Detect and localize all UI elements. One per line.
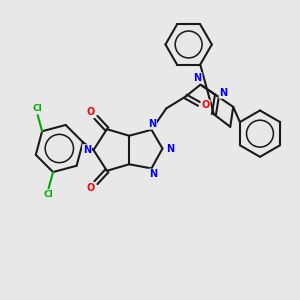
Text: N: N [149, 169, 157, 179]
Text: N: N [194, 73, 202, 83]
Text: Cl: Cl [33, 104, 43, 113]
Text: N: N [166, 143, 174, 154]
Text: N: N [83, 145, 91, 155]
Text: O: O [86, 107, 95, 117]
Text: O: O [202, 100, 210, 110]
Text: O: O [86, 183, 95, 193]
Text: Cl: Cl [44, 190, 53, 199]
Text: N: N [219, 88, 227, 98]
Text: N: N [148, 119, 156, 129]
